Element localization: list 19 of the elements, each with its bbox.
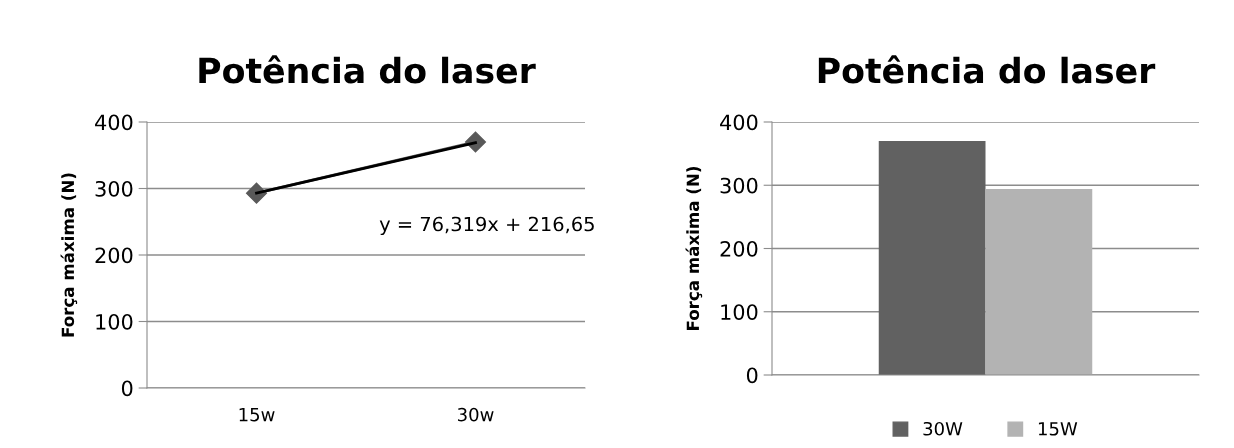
y-tick-label: 100 — [96, 313, 133, 330]
chart-title: Potência do laser — [199, 55, 536, 84]
y-tick-label: 400 — [95, 114, 133, 131]
y-axis-title: Força máxima (N) — [685, 166, 703, 330]
legend-label: 30W — [923, 421, 963, 436]
x-tick-label: 15w — [239, 408, 275, 422]
y-axis-title: Força máxima (N) — [60, 173, 78, 337]
y-tick-label: 400 — [720, 114, 758, 131]
y-tick-label: 100 — [721, 304, 758, 320]
annotation: y = 76,319x + 216,65 — [379, 216, 594, 236]
x-tick-label: 30w — [458, 407, 494, 422]
y-tick-label: 0 — [746, 367, 758, 384]
legend-label: 15W — [1038, 422, 1078, 436]
y-tick-label: 300 — [95, 180, 133, 197]
y-tick-label: 300 — [720, 177, 758, 194]
y-tick-label: 200 — [720, 240, 758, 257]
y-tick-label: 0 — [121, 380, 133, 397]
y-tick-label: 200 — [95, 247, 133, 264]
chart-title: Potência do laser — [818, 55, 1156, 84]
